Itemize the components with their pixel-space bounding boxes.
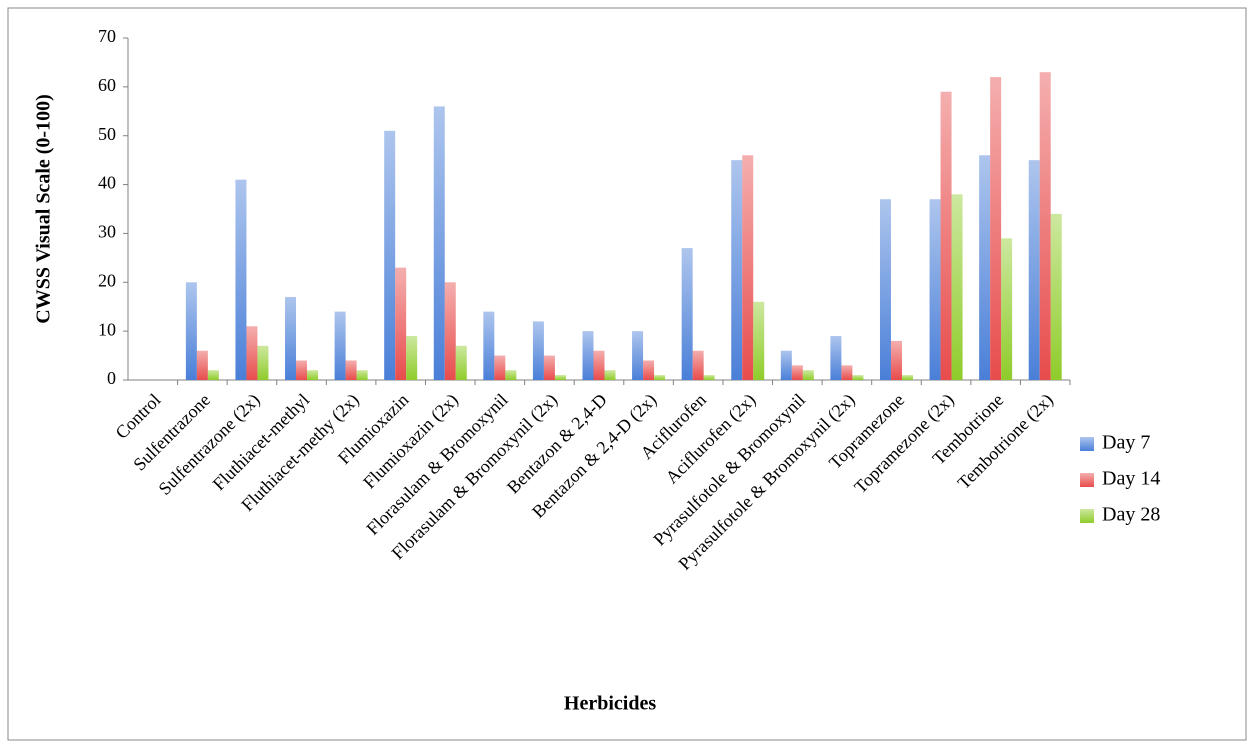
x-axis-title: Herbicides	[564, 693, 656, 715]
y-tick-label: 10	[98, 319, 116, 339]
bar	[196, 350, 208, 380]
bar	[554, 375, 566, 380]
bar	[505, 370, 517, 380]
bar	[753, 301, 765, 380]
bar	[582, 331, 594, 380]
bar	[654, 375, 666, 380]
bar	[433, 106, 445, 381]
y-tick-label: 30	[98, 222, 116, 242]
bar	[692, 350, 704, 380]
bar	[703, 375, 715, 380]
bar	[1028, 160, 1040, 380]
bar	[830, 336, 842, 380]
y-tick-label: 50	[98, 124, 116, 144]
bar	[384, 130, 396, 380]
legend-label: Day 28	[1102, 504, 1160, 526]
bar	[929, 199, 941, 380]
legend-swatch	[1080, 473, 1094, 487]
bar	[742, 155, 754, 380]
y-axis-title: CWSS Visual Scale (0-100)	[33, 94, 55, 323]
legend-label: Day 14	[1102, 468, 1160, 490]
bar	[940, 91, 952, 380]
bar	[1050, 213, 1062, 380]
legend-swatch	[1080, 509, 1094, 523]
y-tick-label: 60	[98, 75, 116, 95]
bar	[1039, 72, 1051, 380]
bar	[444, 282, 456, 380]
bar	[681, 248, 693, 380]
bar	[345, 360, 357, 380]
bar	[979, 155, 991, 380]
bar	[802, 370, 814, 380]
bar	[1001, 238, 1013, 380]
bar	[207, 370, 219, 380]
legend-label: Day 7	[1102, 432, 1150, 454]
bar	[604, 370, 616, 380]
bar	[791, 365, 803, 380]
y-tick-label: 40	[98, 173, 116, 193]
bar	[879, 199, 891, 380]
bar	[890, 340, 902, 380]
bar	[494, 355, 506, 380]
bar	[356, 370, 368, 380]
bar	[731, 160, 743, 380]
y-tick-label: 70	[98, 26, 116, 46]
bar	[593, 350, 605, 380]
bar	[235, 179, 247, 380]
bar	[990, 77, 1002, 380]
bar	[257, 345, 269, 380]
bar	[406, 336, 418, 380]
bar	[455, 345, 467, 380]
bar	[841, 365, 853, 380]
bar	[185, 282, 197, 380]
bar	[307, 370, 319, 380]
bar	[532, 321, 544, 380]
bar	[852, 375, 864, 380]
bar	[780, 350, 792, 380]
bar	[951, 194, 963, 380]
bar	[334, 311, 346, 380]
bar	[901, 375, 913, 380]
bar	[285, 296, 297, 380]
bar	[643, 360, 655, 380]
bar	[395, 267, 407, 380]
bar	[543, 355, 555, 380]
y-tick-label: 20	[98, 270, 116, 290]
bar	[632, 331, 644, 380]
bar	[296, 360, 308, 380]
bar	[246, 326, 258, 380]
legend-swatch	[1080, 437, 1094, 451]
y-tick-label: 0	[107, 368, 116, 388]
bar	[483, 311, 495, 380]
